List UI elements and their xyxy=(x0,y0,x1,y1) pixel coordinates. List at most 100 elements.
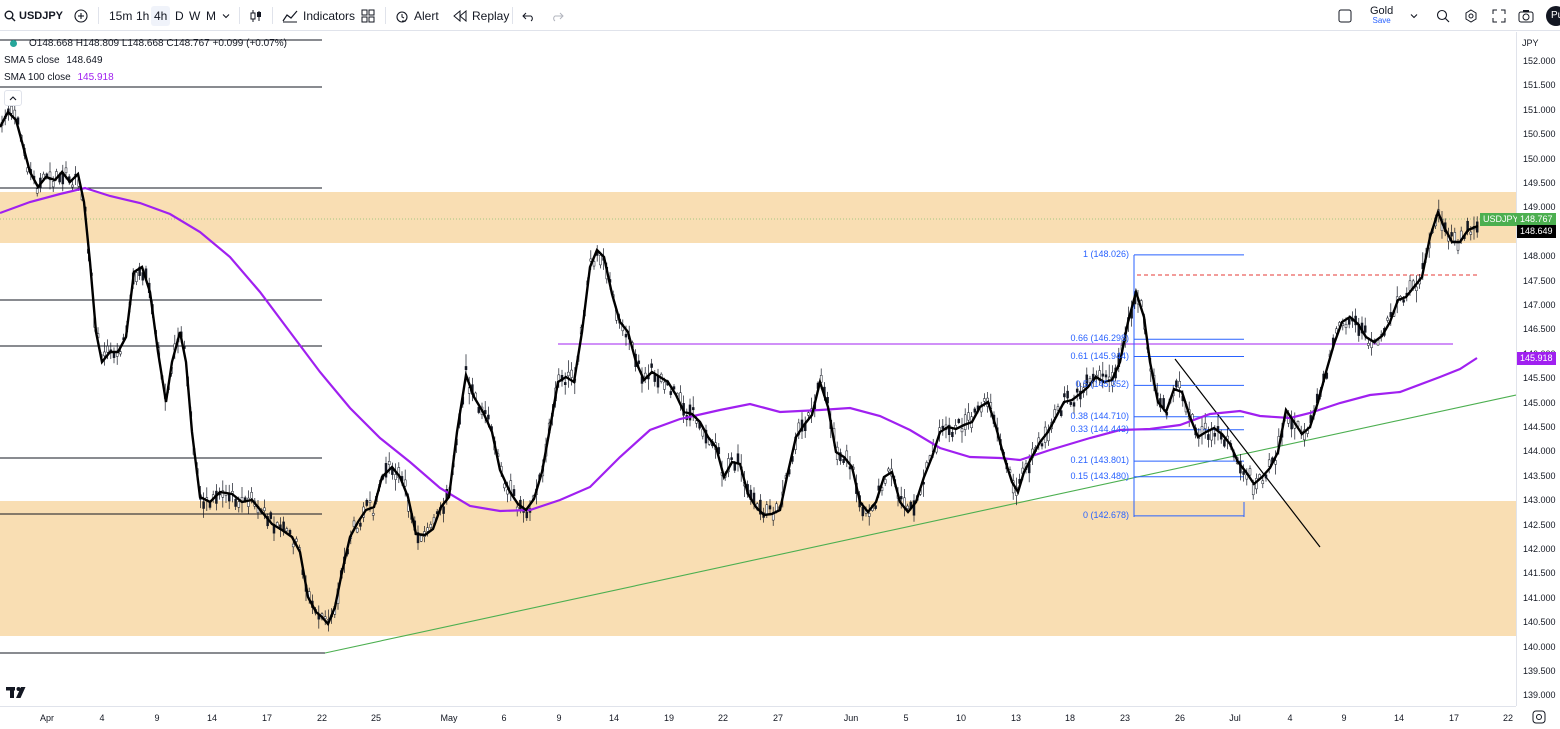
candle-body xyxy=(947,424,951,435)
timeframe-dropdown[interactable] xyxy=(222,0,230,31)
price-axis[interactable]: JPY 152.000 151.500 151.000 150.500 150.000 1… xyxy=(1480,32,1560,706)
candle-body xyxy=(1267,459,1271,467)
fullscreen-toggle[interactable] xyxy=(1338,0,1352,31)
candle-body xyxy=(247,497,250,507)
green-trendline[interactable] xyxy=(324,394,1516,654)
layout-name-button[interactable]: Gold Save xyxy=(1370,0,1393,31)
quick-search-button[interactable] xyxy=(1436,0,1450,31)
price-tick-label: 147.000 xyxy=(1523,300,1556,310)
replay-button[interactable]: Replay xyxy=(453,0,509,31)
candle-body xyxy=(64,167,68,174)
candle-body xyxy=(269,512,273,519)
sma100-value: 145.918 xyxy=(77,72,114,83)
timeframe-m[interactable]: M xyxy=(203,0,219,31)
indicators-icon xyxy=(282,10,298,22)
visibility-dot[interactable] xyxy=(10,39,17,47)
layout-save-status: Save xyxy=(1372,15,1391,25)
time-axis[interactable]: Apr 4 9 14 17 22 25 May 6 9 14 19 22 27 Jun 5 10 13 18 23 26… xyxy=(0,706,1516,727)
collapse-legend-button[interactable] xyxy=(4,90,22,106)
ohlc-legend[interactable]: O148.668 H148.809 L148.668 C148.767 +0.0… xyxy=(4,38,287,49)
indicators-button[interactable]: Indicators xyxy=(282,0,355,31)
candle-body xyxy=(71,184,74,188)
candle-body xyxy=(624,333,628,338)
time-tick-label: 10 xyxy=(955,713,967,723)
templates-button[interactable] xyxy=(361,0,375,31)
candle-body xyxy=(643,372,647,378)
compare-button[interactable] xyxy=(74,0,88,31)
candle-body xyxy=(1248,468,1252,476)
price-tick-label: 147.500 xyxy=(1523,275,1556,286)
sma100-legend[interactable]: SMA 100 close 145.918 xyxy=(4,72,114,83)
snapshot-button[interactable] xyxy=(1518,0,1534,31)
price-tick-label: 139.000 xyxy=(1523,690,1556,701)
price-tick-label: 151.000 xyxy=(1523,104,1556,115)
candle-body xyxy=(506,489,509,495)
square-icon xyxy=(1338,9,1352,22)
price-tick-label: 150.500 xyxy=(1523,129,1556,140)
time-tick-label: 22 xyxy=(717,713,729,723)
timeframe-1h[interactable]: 1h xyxy=(133,0,152,31)
avatar: Pu xyxy=(1546,5,1560,26)
time-tick-label: Apr xyxy=(39,713,55,723)
candle-body xyxy=(951,431,954,438)
timeframe-w[interactable]: W xyxy=(186,0,203,31)
settings-button[interactable] xyxy=(1464,0,1478,31)
timeframe-4h[interactable]: 4h xyxy=(151,0,171,31)
sma5-line[interactable] xyxy=(0,110,1479,627)
price-tick-label: 139.500 xyxy=(1523,666,1556,676)
price-chart[interactable] xyxy=(0,32,1516,706)
time-tick-label: 5 xyxy=(903,713,909,723)
fib-level-label: 1 (148.026) xyxy=(1082,248,1129,259)
candle-body xyxy=(874,505,877,509)
fullscreen-button[interactable] xyxy=(1492,0,1506,31)
alert-label: Alert xyxy=(414,8,439,23)
candle-body xyxy=(1408,280,1412,291)
candle-body xyxy=(1264,474,1268,479)
alert-button[interactable]: Alert xyxy=(395,0,439,31)
price-tick-label: 140.000 xyxy=(1523,641,1556,652)
candle-body xyxy=(768,505,772,510)
undo-button[interactable] xyxy=(522,0,536,31)
user-avatar[interactable]: Pu xyxy=(1546,0,1560,31)
redo-button[interactable] xyxy=(550,0,564,31)
candle-body xyxy=(653,374,657,382)
candle-body xyxy=(1386,317,1389,321)
candle-body xyxy=(669,391,673,395)
resistance-zone[interactable] xyxy=(0,192,1516,243)
candle-body xyxy=(221,490,225,498)
alarm-clock-icon xyxy=(396,10,408,23)
tradingview-logo[interactable] xyxy=(6,686,30,704)
candle-body xyxy=(106,345,109,353)
time-tick-label: 14 xyxy=(206,713,218,723)
black-trendline[interactable] xyxy=(1174,358,1321,548)
candle-body xyxy=(1069,401,1073,405)
sma100-line[interactable] xyxy=(0,186,1478,513)
price-tick-label: 146.500 xyxy=(1523,324,1556,335)
candle-body xyxy=(733,463,737,471)
price-tick-label: 151.500 xyxy=(1523,80,1556,91)
time-tick-label: 13 xyxy=(1010,713,1022,723)
candle-body xyxy=(359,522,362,527)
candle-body xyxy=(759,499,762,515)
search-icon xyxy=(4,10,16,21)
layout-dropdown[interactable] xyxy=(1410,0,1418,31)
chart-type-button[interactable] xyxy=(249,0,263,31)
horizontal-levels xyxy=(0,39,325,654)
timeframe-d[interactable]: D xyxy=(172,0,187,31)
time-tick-label: 22 xyxy=(316,713,328,723)
time-tick-label: 22 xyxy=(1502,713,1514,723)
sma5-legend[interactable]: SMA 5 close 148.649 xyxy=(4,55,103,66)
timeframe-15m[interactable]: 15m xyxy=(106,0,135,31)
camera-icon xyxy=(1518,9,1534,22)
candle-body xyxy=(899,496,903,500)
candle-body xyxy=(291,543,295,548)
fib-levels[interactable] xyxy=(1134,254,1244,517)
symbol-search[interactable]: USDJPY xyxy=(4,0,63,31)
currency-label[interactable]: JPY xyxy=(1522,38,1539,48)
candle-body xyxy=(1175,380,1178,388)
support-zone[interactable] xyxy=(0,501,1516,636)
chart-pane[interactable]: 1 (148.026) 0.66 (146.298) 0.61 (145.944) 0… xyxy=(0,32,1516,706)
axis-settings-button[interactable] xyxy=(1532,710,1546,729)
candles-icon xyxy=(250,9,261,22)
time-tick-label: 23 xyxy=(1119,713,1131,723)
